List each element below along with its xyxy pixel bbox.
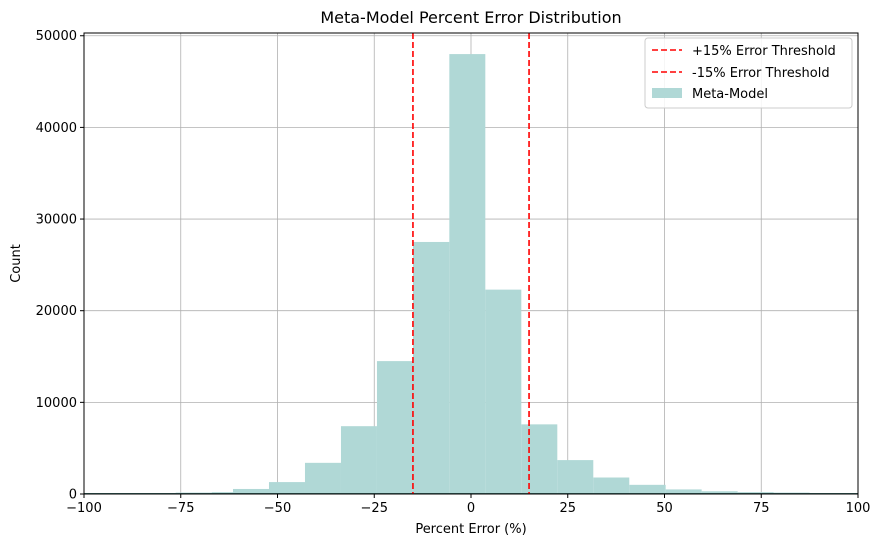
histogram-bar — [304, 462, 341, 494]
histogram-bar — [665, 489, 702, 494]
histogram-bar — [701, 491, 738, 494]
legend-label-meta-model: Meta-Model — [692, 87, 768, 102]
legend-box — [644, 37, 853, 109]
threshold-lines — [412, 33, 530, 494]
legend-symbol-meta-model — [652, 88, 682, 98]
x-axis-ticks: −100 −75 −50 −25 0 25 50 75 100 — [66, 494, 870, 516]
legend-label-minus15-threshold: -15% Error Threshold — [692, 66, 830, 81]
y-tick-label: 20000 — [36, 304, 77, 319]
x-tick-label: −75 — [167, 501, 194, 516]
x-axis-label: Percent Error (%) — [415, 522, 526, 537]
histogram-bars — [84, 54, 858, 494]
legend: +15% Error Threshold -15% Error Threshol… — [644, 37, 853, 109]
histogram-bar — [412, 241, 450, 494]
histogram-bar — [557, 460, 594, 494]
y-tick-label: 40000 — [36, 121, 77, 136]
y-axis-ticks: 0 10000 20000 30000 40000 50000 — [36, 29, 84, 503]
histogram-bar — [232, 488, 269, 494]
histogram-bar — [629, 484, 666, 494]
chart-title: Meta-Model Percent Error Distribution — [320, 8, 621, 27]
histogram-bar — [485, 289, 522, 494]
x-tick-label: 50 — [656, 501, 673, 516]
y-tick-label: 10000 — [36, 396, 77, 411]
y-tick-label: 30000 — [36, 213, 77, 228]
x-tick-label: 25 — [559, 501, 576, 516]
x-tick-label: −25 — [361, 501, 388, 516]
x-tick-label: 75 — [753, 501, 770, 516]
y-tick-label: 50000 — [36, 29, 77, 44]
legend-label-plus15-threshold: +15% Error Threshold — [692, 44, 836, 59]
x-tick-label: −50 — [264, 501, 291, 516]
x-tick-label: 0 — [467, 501, 475, 516]
y-axis-label: Count — [9, 244, 24, 283]
histogram-bar — [593, 477, 630, 494]
histogram-bar — [521, 424, 558, 494]
histogram-bar — [449, 54, 486, 494]
histogram-bar — [268, 482, 305, 494]
histogram-bar — [340, 426, 377, 494]
y-tick-label: 0 — [69, 488, 77, 503]
x-tick-label: −100 — [66, 501, 102, 516]
x-tick-label: 100 — [846, 501, 871, 516]
histogram-bar — [376, 361, 413, 494]
